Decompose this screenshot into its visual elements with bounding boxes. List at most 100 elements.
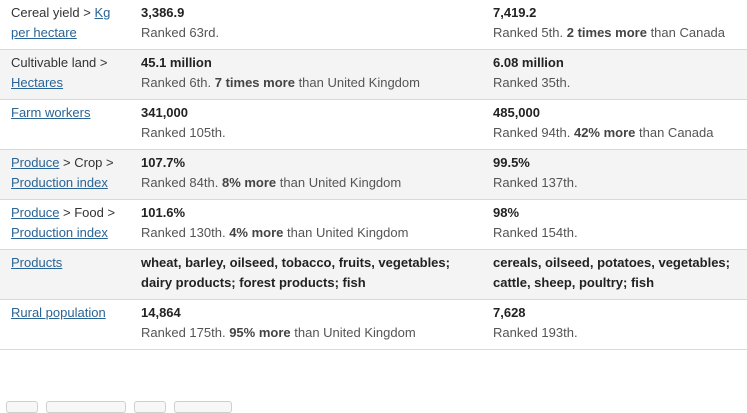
rank-text: Ranked 35th. [493,75,571,90]
stat-value: 14,864 [141,305,181,320]
stat-value: 6.08 million [493,55,564,70]
metric-label: Cereal yield > Kg per hectare [0,0,135,50]
table-row: Rural population 14,864 Ranked 175th. 95% … [0,299,747,350]
rank-text: Ranked 63rd. [141,25,220,40]
rank-text: Ranked 5th. [493,25,564,40]
rank-text: Ranked 154th. [493,225,578,240]
stat-value: 485,000 [493,105,540,120]
country-b-cell: 6.08 million Ranked 35th. [487,49,747,100]
stat-value: 341,000 [141,105,188,120]
comparison-amount: 8% more [221,175,277,190]
table-row: Cereal yield > Kg per hectare 3,386.9 Ranke… [0,0,747,50]
stat-value: 98% [493,205,520,220]
comparison-target: than United Kingdom [279,175,402,190]
metric-label-text: > Food > [59,205,116,220]
stat-value: 45.1 million [141,55,212,70]
metric-unit-link[interactable]: Hectares [11,75,64,90]
metric-label: Produce > Food > Production index [0,199,135,250]
rank-text: Ranked 130th. [141,225,226,240]
rank-text: Ranked 6th. [141,75,212,90]
country-a-cell: 101.6% Ranked 130th. 4% more than United … [135,199,487,250]
rank-text: Ranked 105th. [141,125,226,140]
stat-rank: Ranked 154th. [493,223,741,243]
comparison-amount: 95% more [229,325,291,340]
table-row: Produce > Crop > Production index 107.7% Ra… [0,149,747,200]
comparison-target: than United Kingdom [298,75,420,90]
metric-label: Products [0,249,135,300]
comparison-table-body: Cereal yield > Kg per hectare 3,386.9 Ranke… [0,0,747,350]
metric-link[interactable]: Produce [11,205,60,220]
country-a-cell: 45.1 million Ranked 6th. 7 times more tha… [135,49,487,100]
metric-link[interactable]: Rural population [11,305,106,320]
metric-label-text: > [96,55,108,70]
table-row: Produce > Food > Production index 101.6% Ra… [0,199,747,250]
stat-rank: Ranked 130th. 4% more than United Kingdo… [141,223,481,243]
country-a-cell: 341,000 Ranked 105th. [135,99,487,150]
country-b-cell: 99.5% Ranked 137th. [487,149,747,200]
stat-value: 3,386.9 [141,5,185,20]
country-a-cell: wheat, barley, oilseed, tobacco, fruits,… [135,249,487,300]
metric-unit-link[interactable]: Production index [11,175,108,190]
comparison-target: than United Kingdom [294,325,416,340]
country-b-cell: 7,419.2 Ranked 5th. 2 times more than Can… [487,0,747,50]
comparison-table: Cereal yield > Kg per hectare 3,386.9 Ranke… [0,0,747,350]
comparison-amount: 42% more [573,125,636,140]
footer-control-2[interactable] [46,401,126,413]
stat-rank: Ranked 63rd. [141,23,481,43]
rank-text: Ranked 175th. [141,325,226,340]
rank-text: Ranked 137th. [493,175,578,190]
stat-rank: Ranked 193th. [493,323,741,343]
country-a-cell: 14,864 Ranked 175th. 95% more than United… [135,299,487,350]
stat-rank: Ranked 35th. [493,73,741,93]
rank-text: Ranked 94th. [493,125,571,140]
table-row: Farm workers 341,000 Ranked 105th. 485,000 R… [0,99,747,150]
stat-rank: Ranked 84th. 8% more than United Kingdom [141,173,481,193]
metric-unit-link[interactable]: Production index [11,225,108,240]
stat-rank: Ranked 6th. 7 times more than United Kin… [141,73,481,93]
stat-value: 101.6% [141,205,186,220]
metric-link[interactable]: Products [11,255,63,270]
metric-label: Rural population [0,299,135,350]
comparison-amount: 7 times more [214,75,295,90]
metric-label: Farm workers [0,99,135,150]
stat-value: 107.7% [141,155,186,170]
stat-value: wheat, barley, oilseed, tobacco, fruits,… [141,255,450,290]
metric-label-text: Cereal yield [11,5,80,20]
comparison-amount: 2 times more [566,25,647,40]
stat-rank: Ranked 94th. 42% more than Canada [493,123,741,143]
stat-rank: Ranked 5th. 2 times more than Canada [493,23,741,43]
country-a-cell: 107.7% Ranked 84th. 8% more than United K… [135,149,487,200]
footer-control-4[interactable] [174,401,232,413]
country-b-cell: 485,000 Ranked 94th. 42% more than Canada [487,99,747,150]
stat-rank: Ranked 175th. 95% more than United Kingd… [141,323,481,343]
rank-text: Ranked 84th. [141,175,219,190]
stat-value: 99.5% [493,155,530,170]
country-b-cell: 98% Ranked 154th. [487,199,747,250]
comparison-target: than Canada [639,125,714,140]
footer-control-3[interactable] [134,401,166,413]
country-b-cell: cereals, oilseed, potatoes, vegetables; … [487,249,747,300]
comparison-target: than Canada [650,25,726,40]
comparison-target: than United Kingdom [287,225,409,240]
table-row: Products wheat, barley, oilseed, tobacco,… [0,249,747,300]
metric-link[interactable]: Farm workers [11,105,91,120]
table-row: Cultivable land > Hectares 45.1 million Ran… [0,49,747,100]
metric-link[interactable]: Kg [94,5,111,20]
metric-label-text: > [79,5,95,20]
stat-value: 7,628 [493,305,526,320]
metric-label-text: Cultivable land [11,55,97,70]
metric-link[interactable]: Produce [11,155,60,170]
metric-label: Produce > Crop > Production index [0,149,135,200]
stat-value: cereals, oilseed, potatoes, vegetables; … [493,255,730,290]
metric-label-text: > Crop > [59,155,114,170]
country-b-cell: 7,628 Ranked 193th. [487,299,747,350]
metric-label: Cultivable land > Hectares [0,49,135,100]
footer-control-1[interactable] [6,401,38,413]
metric-unit-link[interactable]: per hectare [11,25,77,40]
stat-rank: Ranked 137th. [493,173,741,193]
country-a-cell: 3,386.9 Ranked 63rd. [135,0,487,50]
rank-text: Ranked 193th. [493,325,578,340]
stat-rank: Ranked 105th. [141,123,481,143]
stat-value: 7,419.2 [493,5,537,20]
comparison-amount: 4% more [229,225,284,240]
